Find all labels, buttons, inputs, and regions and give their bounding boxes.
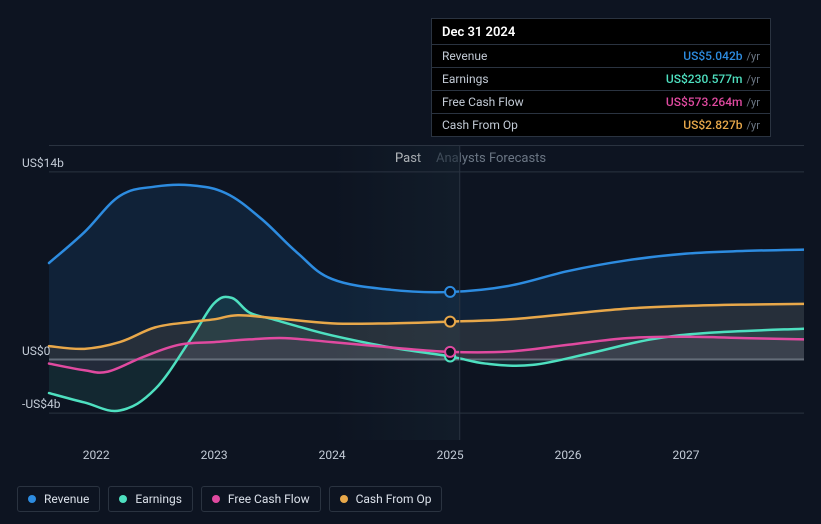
x-axis-label: 2022: [83, 448, 110, 462]
x-axis-label: 2024: [319, 448, 346, 462]
tooltip-row-value: US$5.042b /yr: [683, 49, 760, 63]
legend-item[interactable]: Cash From Op: [329, 486, 443, 512]
x-axis-label: 2026: [555, 448, 582, 462]
chart-tooltip: Dec 31 2024 Revenue US$5.042b /yr Earnin…: [431, 18, 771, 137]
tooltip-title: Dec 31 2024: [432, 19, 770, 44]
financial-chart: Dec 31 2024 Revenue US$5.042b /yr Earnin…: [0, 0, 821, 524]
chart-svg: [17, 145, 804, 440]
legend-item[interactable]: Free Cash Flow: [201, 486, 321, 512]
legend-label: Earnings: [135, 492, 182, 506]
legend-dot: [340, 495, 348, 503]
tooltip-row-value: US$573.264m /yr: [666, 95, 760, 109]
tooltip-row-label: Cash From Op: [442, 118, 518, 132]
tooltip-row-label: Earnings: [442, 72, 489, 86]
chart-legend: Revenue Earnings Free Cash Flow Cash Fro…: [17, 486, 442, 512]
tooltip-row-value: US$2.827b /yr: [683, 118, 760, 132]
legend-dot: [119, 495, 127, 503]
tooltip-row: Earnings US$230.577m /yr: [432, 67, 770, 90]
x-axis-label: 2025: [437, 448, 464, 462]
y-axis-label: US$0: [22, 344, 50, 358]
x-axis-label: 2027: [673, 448, 700, 462]
x-axis-label: 2023: [201, 448, 228, 462]
tooltip-row: Revenue US$5.042b /yr: [432, 44, 770, 67]
tooltip-row-value: US$230.577m /yr: [666, 72, 760, 86]
tooltip-row: Free Cash Flow US$573.264m /yr: [432, 90, 770, 113]
legend-label: Revenue: [44, 492, 89, 506]
tooltip-row: Cash From Op US$2.827b /yr: [432, 113, 770, 136]
legend-label: Cash From Op: [356, 492, 432, 506]
legend-dot: [28, 495, 36, 503]
legend-item[interactable]: Revenue: [17, 486, 100, 512]
plot-area: [17, 145, 804, 440]
tooltip-row-label: Revenue: [442, 49, 487, 63]
y-axis-label: US$14b: [22, 156, 64, 170]
legend-item[interactable]: Earnings: [108, 486, 193, 512]
y-axis-label: -US$4b: [22, 397, 60, 411]
tooltip-row-label: Free Cash Flow: [442, 95, 524, 109]
legend-dot: [212, 495, 220, 503]
legend-label: Free Cash Flow: [228, 492, 310, 506]
